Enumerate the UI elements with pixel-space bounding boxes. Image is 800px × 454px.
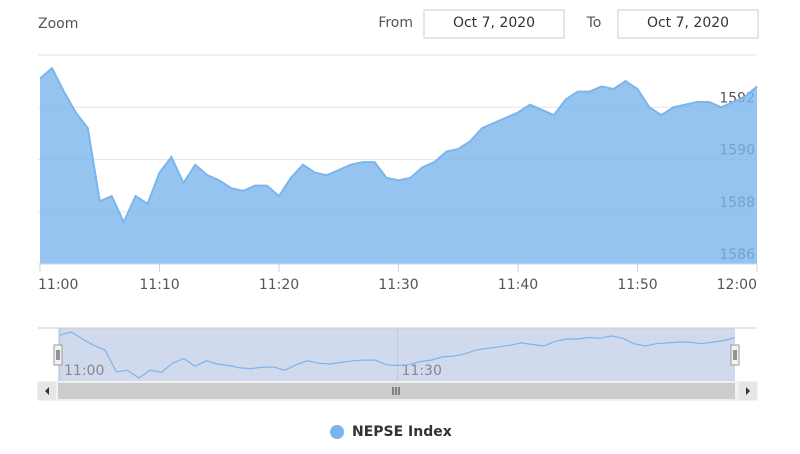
navigator-line (59, 331, 736, 379)
legend-label[interactable]: NEPSE Index (352, 424, 452, 440)
navigator[interactable]: 11:00 11:30 (38, 327, 757, 381)
navigator-mask (58, 328, 735, 381)
handle-grip (56, 350, 60, 360)
to-input-box[interactable] (617, 9, 759, 39)
to-input[interactable]: Oct 7, 2020 (647, 15, 729, 31)
legend[interactable]: NEPSE Index (330, 424, 452, 440)
navigator-handle[interactable] (730, 344, 740, 366)
x-tick-label: 12:00 (717, 277, 757, 293)
x-tick-label: 11:10 (139, 277, 179, 293)
handle-grip (733, 350, 737, 360)
area-fill (40, 68, 757, 264)
from-input-box[interactable] (423, 9, 565, 39)
x-tick-label: 11:20 (259, 277, 299, 293)
arrow-right (746, 387, 750, 395)
x-tick-label: 11:00 (38, 277, 78, 293)
from-input[interactable]: Oct 7, 2020 (453, 15, 535, 31)
from-label: From (378, 15, 413, 31)
to-label: To (586, 15, 602, 31)
arrow-left (45, 387, 49, 395)
area-line (39, 66, 758, 225)
navigator-handle[interactable] (53, 344, 63, 366)
x-tick-label: 11:30 (378, 277, 418, 293)
x-tick-label: 11:50 (617, 277, 657, 293)
navigator-tick-label: 11:00 (64, 363, 104, 379)
scrollbar-grip (392, 387, 400, 395)
navigator-tick-label: 11:30 (402, 363, 442, 379)
zoom-label: Zoom (38, 16, 78, 32)
legend-symbol (330, 425, 344, 439)
x-tick-label: 11:40 (498, 277, 538, 293)
plot-area: 158615881590159211:0011:1011:2011:3011:4… (38, 54, 758, 293)
